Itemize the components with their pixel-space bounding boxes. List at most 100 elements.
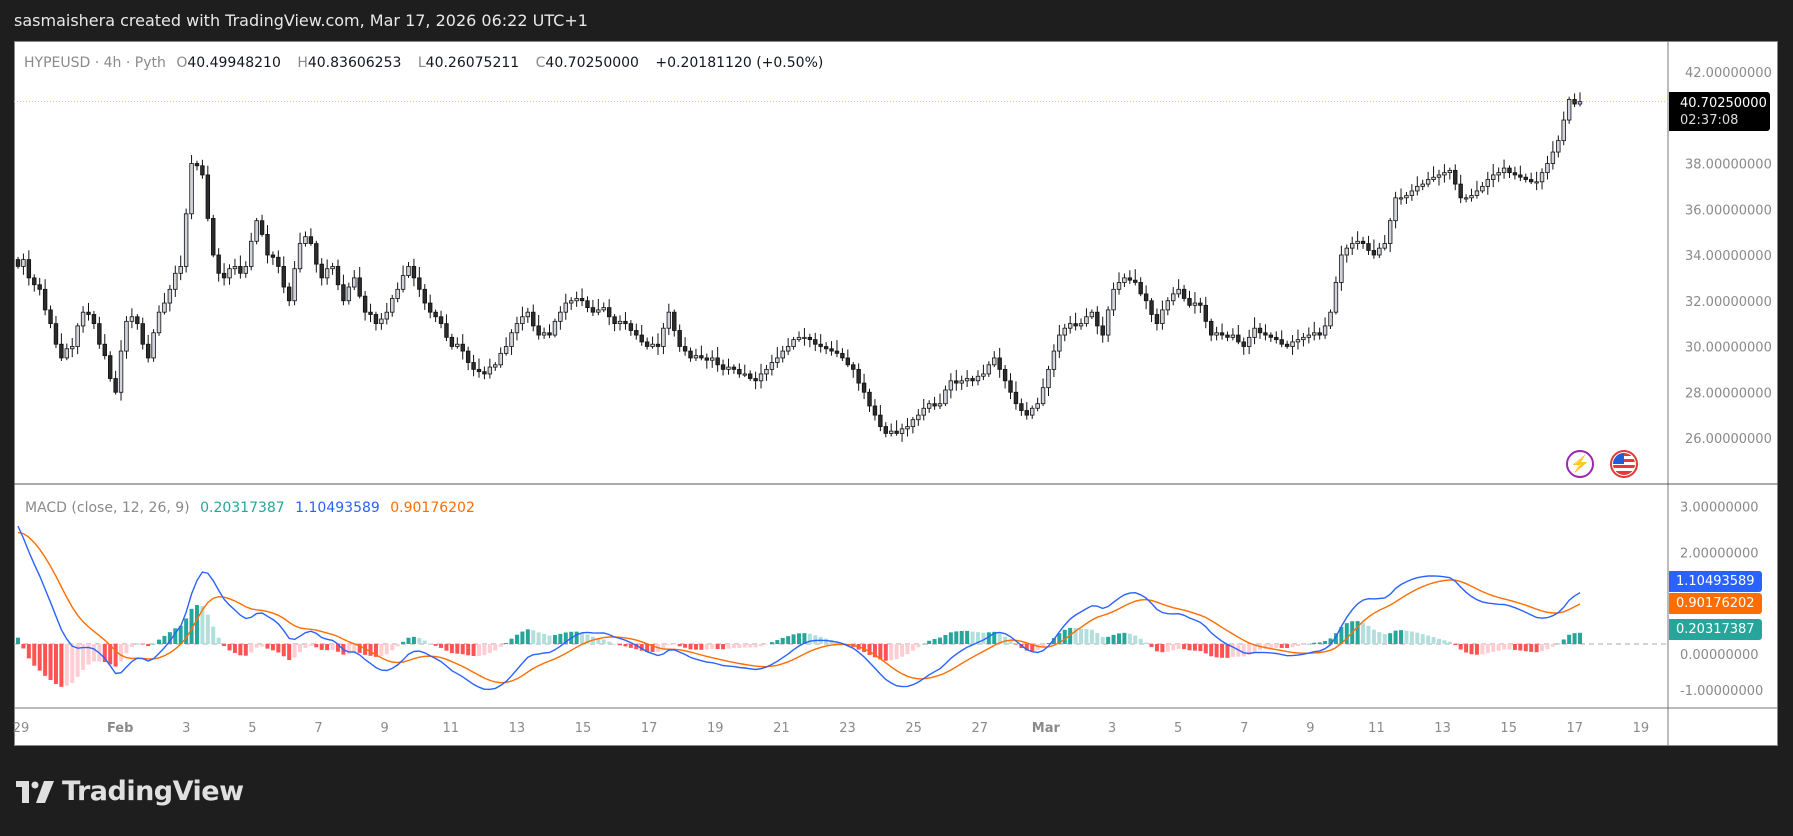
candle-body [655, 343, 661, 347]
open-label: O [176, 55, 188, 71]
macd-title[interactable]: MACD (close, 12, 26, 9) [25, 500, 190, 516]
candle-body [243, 266, 248, 274]
histogram-bar [16, 637, 20, 644]
candle [1480, 181, 1485, 194]
candle [1181, 284, 1187, 302]
us-flag-icon[interactable] [1610, 450, 1638, 478]
candle [145, 334, 151, 363]
macd-axis[interactable]: 3.00000000 2.00000000 0.00000000 -1.0000000… [1680, 501, 1763, 699]
histogram-bar [357, 644, 362, 653]
candle [834, 340, 840, 358]
candle [1062, 323, 1067, 342]
candle [270, 251, 276, 265]
candle [124, 316, 129, 359]
candle-body [677, 330, 682, 347]
symbol-info[interactable]: HYPEUSD · 4h · Pyth [24, 55, 166, 71]
candle-body [1290, 341, 1295, 347]
candle-body [1057, 334, 1062, 352]
candle-body [297, 243, 303, 270]
candle-body [1268, 334, 1274, 338]
candle-body [21, 259, 26, 267]
candle-body [135, 316, 140, 325]
candle-body [780, 350, 785, 359]
candle [1409, 184, 1415, 201]
candle-body [15, 259, 21, 267]
candle-body [954, 380, 959, 384]
histogram-bar [1133, 635, 1138, 644]
candle-body [818, 343, 823, 347]
candle [1073, 312, 1078, 331]
tradingview-logo[interactable]: TradingView [16, 776, 244, 807]
histogram-bar [921, 643, 926, 645]
candle-body [851, 364, 856, 370]
candle-body [525, 311, 531, 318]
candle [308, 228, 314, 246]
histogram-bar [688, 644, 693, 650]
candle [303, 231, 308, 247]
candle [42, 279, 48, 316]
candle [520, 306, 525, 331]
candle [1154, 308, 1160, 331]
candle-body [650, 343, 655, 347]
candle-body [308, 236, 314, 244]
candle [1002, 364, 1008, 389]
candle-body [1387, 220, 1393, 244]
histogram-bar [666, 644, 671, 645]
histogram-bar [455, 644, 460, 654]
histogram-bar [379, 644, 384, 657]
time-tick-label: 17 [1567, 721, 1584, 736]
lightning-icon[interactable]: ⚡ [1566, 450, 1594, 478]
candle [319, 258, 324, 286]
candle-body [856, 368, 861, 384]
histogram-bar [411, 636, 416, 644]
histogram-bar [813, 635, 818, 644]
candle [1160, 300, 1165, 330]
candle [639, 324, 644, 346]
chart-frame [14, 41, 1778, 746]
candle [1344, 244, 1349, 263]
candle [769, 354, 775, 376]
candle-body [737, 368, 742, 375]
histogram-bar [1523, 644, 1528, 652]
candle [1566, 96, 1572, 124]
histogram-bar [173, 628, 178, 644]
candle [1322, 317, 1328, 339]
histogram-bar [493, 644, 498, 651]
price-axis[interactable]: 42.00000000 38.00000000 36.00000000 34.0000… [1685, 66, 1772, 447]
histogram-bar [1024, 644, 1029, 651]
candle-body [352, 277, 357, 288]
histogram-bar [504, 643, 509, 644]
candle [574, 291, 579, 307]
candle [243, 261, 248, 278]
histogram-bar [753, 644, 758, 648]
candle [1398, 188, 1404, 205]
histogram-bar [628, 644, 633, 648]
candle [1013, 381, 1019, 410]
histogram-bar [1328, 638, 1333, 644]
candle [894, 420, 899, 436]
histogram-bar [715, 644, 720, 650]
candle [791, 336, 796, 350]
candle-body [531, 311, 536, 327]
time-axis[interactable]: 29 Feb 3 5 7 9 11 13 15 17 19 21 23 25 27 Mar 3 5 7 9 11 13 15… [13, 721, 1649, 736]
candle [341, 274, 346, 306]
candle-body [145, 343, 151, 359]
price-tick-label: 36.00000000 [1685, 203, 1772, 218]
candle [1496, 167, 1501, 182]
candle [324, 259, 330, 285]
histogram-bar [433, 644, 438, 646]
histogram-bar [1263, 644, 1268, 649]
candle [37, 277, 42, 296]
candle [476, 358, 482, 378]
candle [1382, 235, 1387, 251]
histogram-bar [1458, 644, 1463, 650]
high-value: 40.83606253 [307, 55, 402, 71]
histogram-bar [1247, 644, 1252, 655]
histogram-bar [607, 641, 612, 644]
candle-body [1008, 380, 1013, 393]
candle [661, 323, 666, 355]
histogram-bar [1431, 637, 1436, 644]
candle-body [1051, 350, 1057, 370]
candle-body [113, 378, 118, 393]
